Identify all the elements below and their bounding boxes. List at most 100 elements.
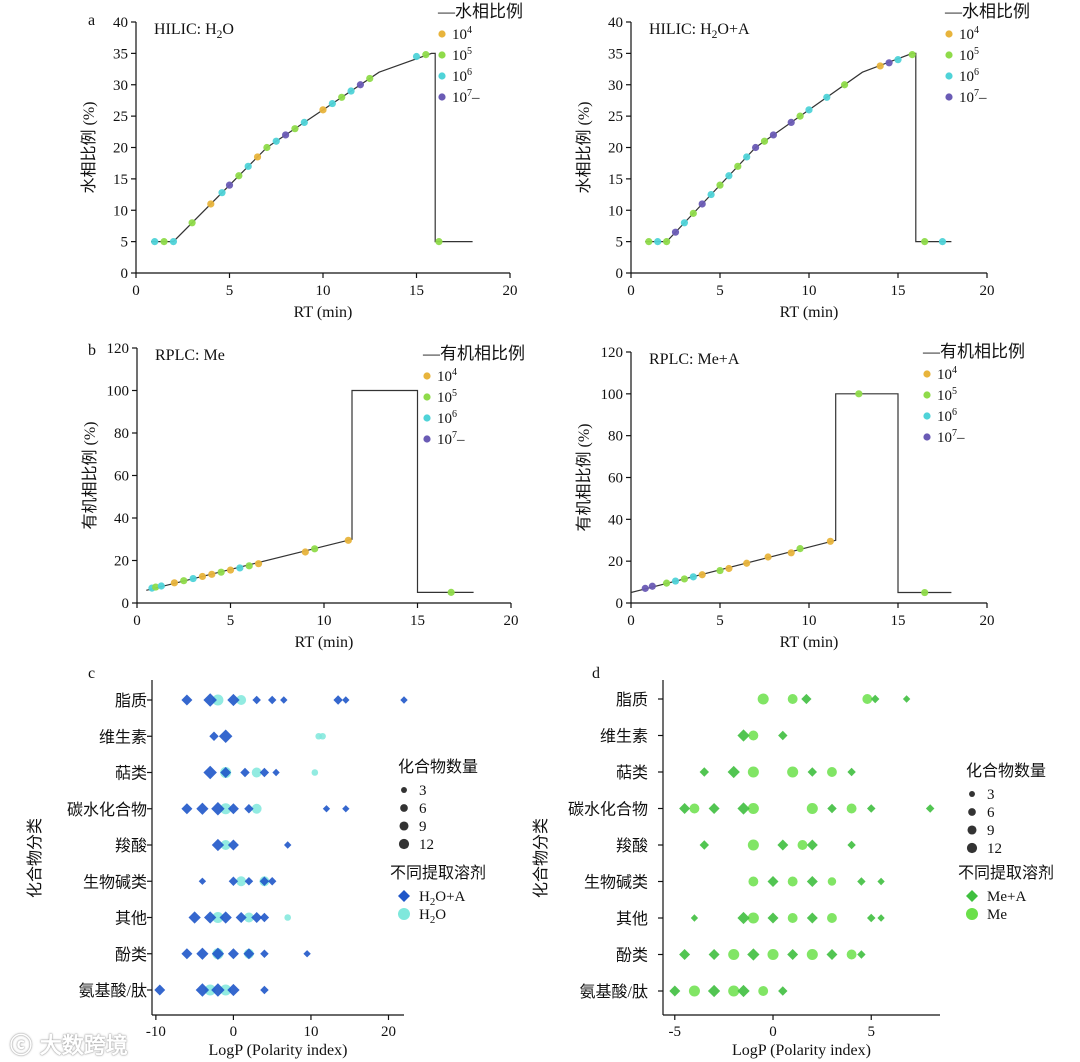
b2-legend-swatch bbox=[923, 412, 931, 420]
b2-data-point bbox=[689, 573, 697, 581]
a2-data-point bbox=[654, 238, 662, 246]
c-category-label: 羧酸 bbox=[115, 837, 147, 855]
b2-data-point bbox=[826, 537, 834, 545]
d-diamond-point bbox=[737, 911, 750, 925]
b2-data-point bbox=[743, 559, 751, 567]
d-circle-point bbox=[846, 949, 857, 960]
a2-data-point bbox=[876, 62, 884, 70]
d-circle-point bbox=[862, 694, 873, 704]
d-diamond-point bbox=[690, 914, 699, 922]
c-diamond-point bbox=[252, 695, 261, 705]
c-circle-point bbox=[212, 911, 224, 924]
d-diamond-point bbox=[777, 839, 789, 851]
b1-data-point bbox=[198, 572, 207, 581]
c-category-label: 酚类 bbox=[115, 946, 147, 964]
c-diamond-point bbox=[227, 983, 240, 997]
c-solvent-legend-marker bbox=[398, 890, 410, 902]
d-diamond-point bbox=[767, 876, 779, 887]
d-circle-point bbox=[827, 877, 837, 886]
c-y-axis-label: 化合物分类 bbox=[26, 818, 44, 898]
c-circle-point bbox=[204, 984, 216, 996]
d-category-label: 萜类 bbox=[616, 764, 648, 782]
b1-data-point bbox=[245, 562, 253, 570]
d-diamond-point bbox=[877, 877, 885, 886]
d-diamond-point bbox=[727, 765, 740, 779]
d-diamond-point bbox=[925, 804, 935, 813]
b1-legend-label: 104 bbox=[437, 367, 457, 385]
a2-data-point bbox=[689, 209, 697, 217]
a1-data-point bbox=[422, 51, 430, 59]
c-diamond-point bbox=[220, 767, 232, 778]
d-circle-point bbox=[787, 876, 798, 887]
b1-y-tick-label: 40 bbox=[114, 511, 129, 527]
c-diamond-point bbox=[196, 947, 209, 960]
c-category-label: 碳水化合物 bbox=[67, 801, 147, 819]
b2-legend-swatch bbox=[923, 433, 931, 441]
d-circle-point bbox=[806, 948, 818, 961]
a2-data-point bbox=[908, 51, 916, 59]
c-diamond-point bbox=[259, 912, 270, 923]
d-size-legend-label: 3 bbox=[987, 787, 995, 803]
a2-data-point bbox=[885, 59, 893, 67]
c-diamond-point bbox=[181, 803, 193, 815]
c-diamond-point bbox=[244, 804, 254, 814]
a2-y-axis-label: 水相比例 (%) bbox=[575, 102, 593, 194]
c-diamond-point bbox=[181, 948, 193, 960]
a1-legend-swatch bbox=[438, 51, 446, 59]
a2-legend-swatch bbox=[945, 30, 953, 38]
a2-data-point bbox=[698, 200, 706, 208]
a2-legend-label: 105 bbox=[959, 46, 979, 64]
d-size-legend-title: 化合物数量 bbox=[966, 762, 1046, 780]
b2-data-point bbox=[716, 566, 724, 575]
d-diamond-point bbox=[669, 985, 681, 997]
a1-data-point bbox=[207, 200, 215, 208]
d-category-label: 酚类 bbox=[616, 947, 648, 965]
b1-legend-line-label: —有机相比例 bbox=[422, 344, 525, 363]
d-circle-point bbox=[758, 986, 769, 996]
a2-data-point bbox=[769, 131, 778, 139]
d-diamond-point bbox=[737, 984, 750, 998]
a2-x-tick-label: 20 bbox=[980, 283, 995, 299]
d-diamond-point bbox=[737, 802, 750, 815]
d-circle-point bbox=[806, 802, 818, 815]
c-diamond-point bbox=[218, 729, 233, 743]
d-circle-point bbox=[827, 913, 837, 923]
d-diamond-point bbox=[902, 695, 911, 703]
d-diamond-point bbox=[807, 767, 817, 777]
c-solvent-legend-label: H2O bbox=[419, 907, 446, 926]
a1-data-point bbox=[319, 106, 327, 114]
d-diamond-point bbox=[801, 693, 812, 705]
c-diamond-point bbox=[195, 983, 210, 997]
c-diamond-point bbox=[268, 695, 277, 705]
d-circle-point bbox=[747, 912, 759, 924]
b2-y-tick-label: 60 bbox=[608, 471, 623, 487]
panel-letter-d: d bbox=[592, 665, 600, 682]
b1-data-point bbox=[170, 579, 178, 587]
b2-x-tick-label: 20 bbox=[980, 613, 995, 629]
a2-x-tick-label: 15 bbox=[891, 283, 906, 299]
c-size-legend-title: 化合物数量 bbox=[398, 758, 478, 776]
c-x-axis-label: LogP (Polarity index) bbox=[209, 1042, 348, 1059]
d-diamond-point bbox=[699, 767, 709, 777]
a1-data-point bbox=[225, 181, 234, 189]
c-diamond-point bbox=[333, 695, 343, 705]
a2-data-point bbox=[796, 112, 804, 120]
b1-data-point bbox=[254, 560, 263, 568]
c-diamond-point bbox=[198, 877, 207, 885]
b2-data-point bbox=[641, 584, 649, 592]
d-solvent-legend-label: Me bbox=[987, 907, 1007, 923]
a2-legend-label: 106 bbox=[959, 67, 979, 85]
c-circle-point bbox=[311, 769, 319, 776]
c-solvent-legend-title: 不同提取溶剂 bbox=[390, 864, 486, 882]
d-circle-point bbox=[748, 876, 759, 887]
b2-x-tick-label: 15 bbox=[891, 613, 906, 629]
b1-legend-label: 107– bbox=[437, 430, 465, 448]
d-diamond-point bbox=[708, 803, 720, 814]
b1-legend-swatch bbox=[423, 435, 431, 443]
a1-y-tick-label: 35 bbox=[113, 46, 128, 62]
d-solvent-legend-title: 不同提取溶剂 bbox=[958, 864, 1054, 882]
d-diamond-point bbox=[767, 912, 779, 924]
b2-y-tick-label: 80 bbox=[608, 429, 623, 445]
a2-data-point bbox=[707, 190, 715, 199]
